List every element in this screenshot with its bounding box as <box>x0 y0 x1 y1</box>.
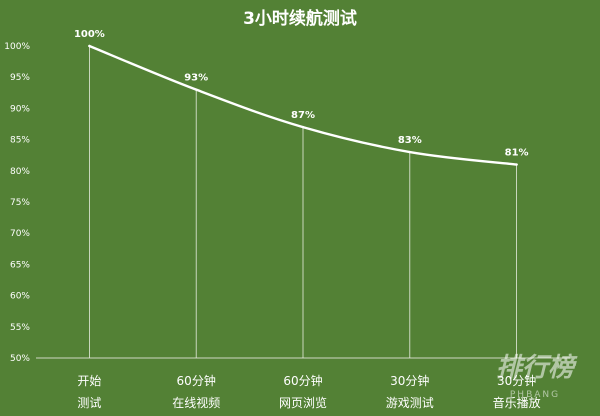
data-label: 87% <box>291 110 315 121</box>
y-tick-label: 100% <box>4 42 30 52</box>
y-tick-label: 85% <box>10 136 30 146</box>
data-point <box>408 150 411 154</box>
x-tick-label: 60分钟 <box>177 373 216 388</box>
x-tick-label: 30分钟 <box>390 373 429 388</box>
data-label: 81% <box>505 148 529 159</box>
x-tick-label: 音乐播放 <box>493 395 541 410</box>
data-point <box>515 163 518 166</box>
chart-title: 3小时续航测试 <box>243 8 357 29</box>
data-point <box>195 88 198 91</box>
x-tick-label: 在线视频 <box>172 395 220 410</box>
y-tick-label: 90% <box>10 104 30 114</box>
data-label: 83% <box>398 135 422 146</box>
x-tick-label: 开始 <box>77 374 101 388</box>
data-point <box>88 44 91 48</box>
x-tick-label: 30分钟 <box>497 373 536 388</box>
y-tick-label: 55% <box>10 323 30 333</box>
watermark-subtext: PHBANG <box>510 390 560 400</box>
y-tick-label: 95% <box>10 73 30 83</box>
y-tick-label: 75% <box>10 198 30 208</box>
y-tick-label: 60% <box>10 292 30 302</box>
y-tick-label: 65% <box>10 260 30 270</box>
x-tick-label: 游戏测试 <box>386 395 434 410</box>
y-tick-label: 50% <box>10 354 30 364</box>
data-label: 93% <box>184 73 208 84</box>
y-tick-label: 70% <box>10 229 30 239</box>
x-tick-label: 60分钟 <box>283 373 322 388</box>
x-tick-label: 网页浏览 <box>279 395 327 410</box>
watermark-text: 排行榜 <box>496 353 578 383</box>
x-tick-label: 测试 <box>77 395 101 410</box>
watermark-logo: 排行榜 PHBANG <box>496 353 578 400</box>
data-label: 100% <box>74 29 105 40</box>
data-point <box>301 125 305 129</box>
y-tick-label: 80% <box>10 167 30 177</box>
